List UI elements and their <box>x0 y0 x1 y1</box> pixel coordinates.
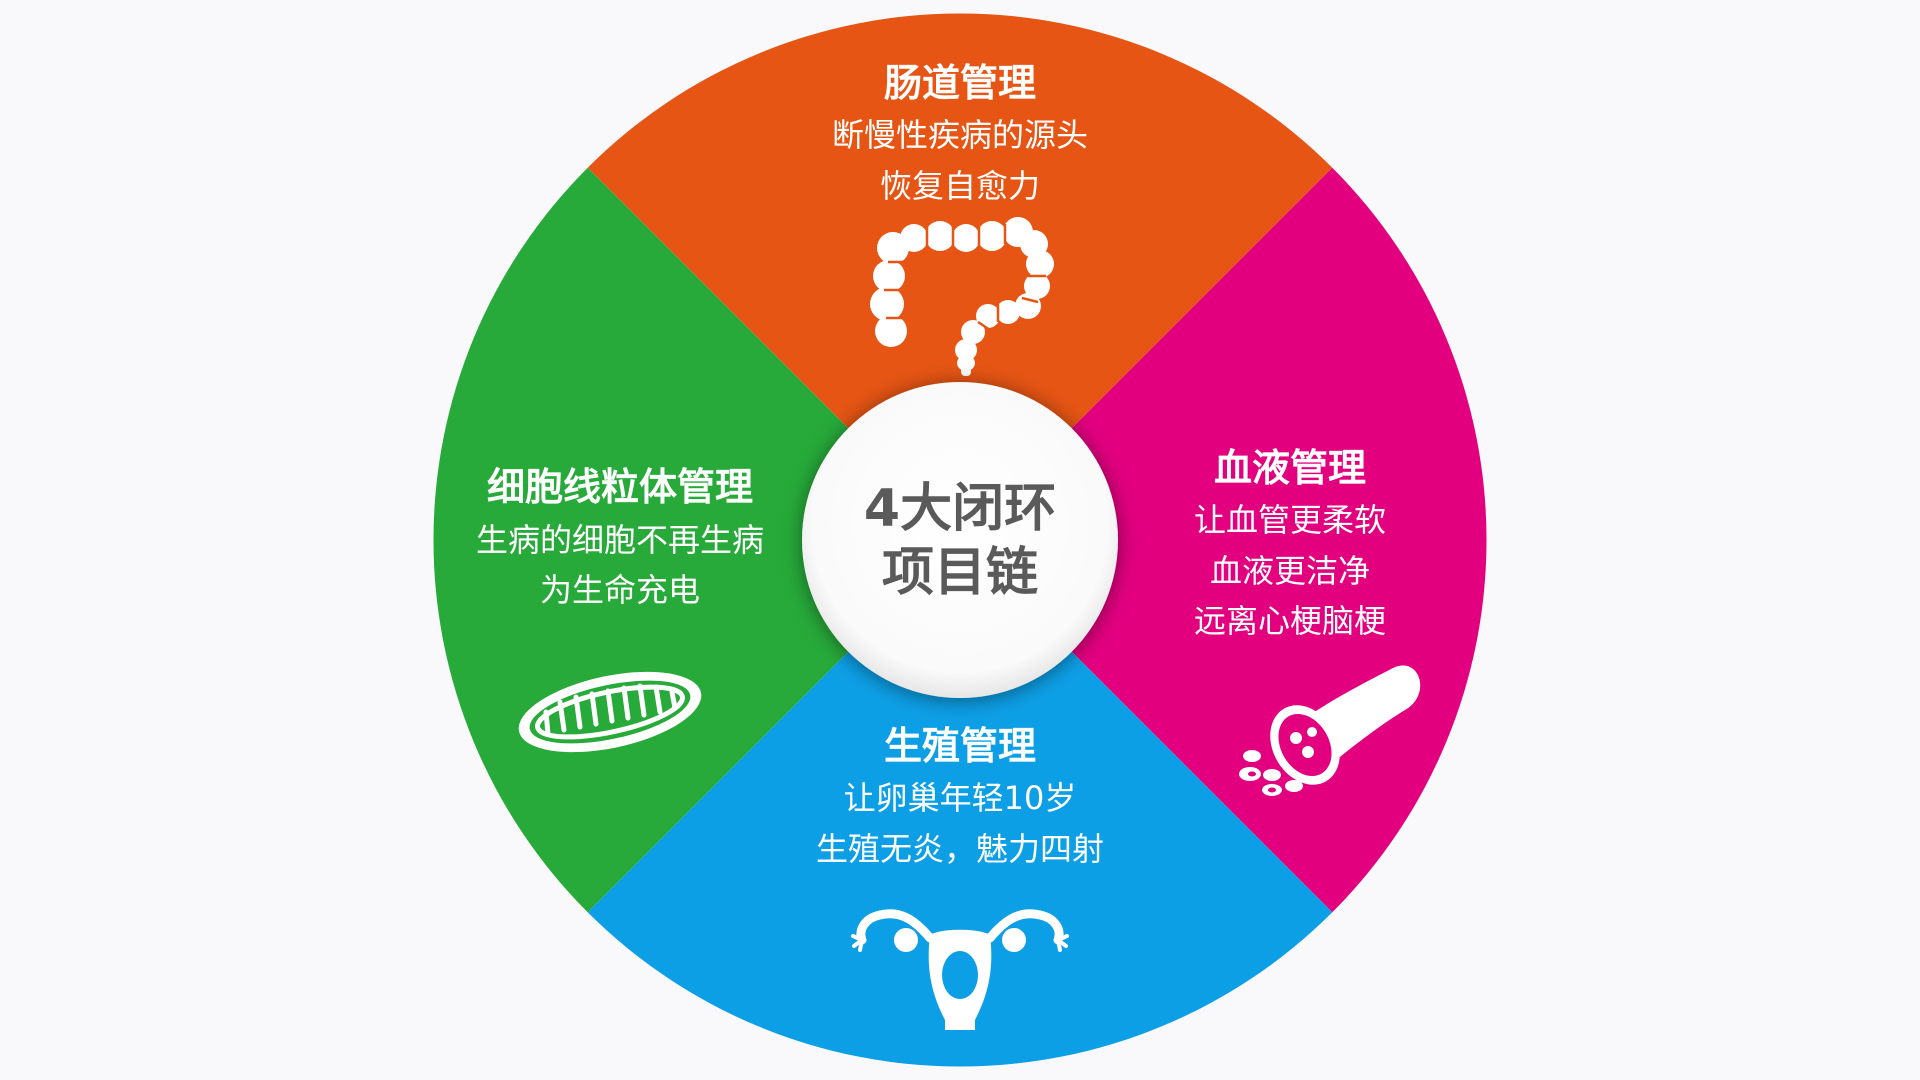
intestine-line-1: 断慢性疾病的源头 <box>832 116 1088 154</box>
uterus-icon <box>851 909 1069 1030</box>
mitochondria-line-2: 为生命充电 <box>540 571 700 609</box>
center-hub <box>802 382 1118 698</box>
mitochondria-icon <box>518 671 702 753</box>
mitochondria-title: 细胞线粒体管理 <box>487 465 753 509</box>
segment-reproductive <box>587 540 1333 1067</box>
blood-line-3: 远离心梗脑梗 <box>1194 602 1386 640</box>
reproductive-title: 生殖管理 <box>884 724 1036 768</box>
mitochondria-line-1: 生病的细胞不再生病 <box>476 521 764 559</box>
blood-vessel-icon <box>1239 665 1421 796</box>
intestine-line-2: 恢复自愈力 <box>880 167 1040 205</box>
reproductive-line-1: 让卵巢年轻10岁 <box>844 779 1077 817</box>
reproductive-line-2: 生殖无炎，魅力四射 <box>816 830 1104 868</box>
blood-title: 血液管理 <box>1214 446 1366 490</box>
blood-line-1: 让血管更柔软 <box>1194 501 1386 539</box>
center-title-line-2: 项目链 <box>882 543 1038 603</box>
intestine-icon <box>870 217 1054 376</box>
center-title-line-1: 4大闭环 <box>864 479 1056 539</box>
segment-intestine <box>587 13 1333 541</box>
intestine-title: 肠道管理 <box>884 61 1036 105</box>
blood-line-2: 血液更洁净 <box>1210 552 1370 590</box>
